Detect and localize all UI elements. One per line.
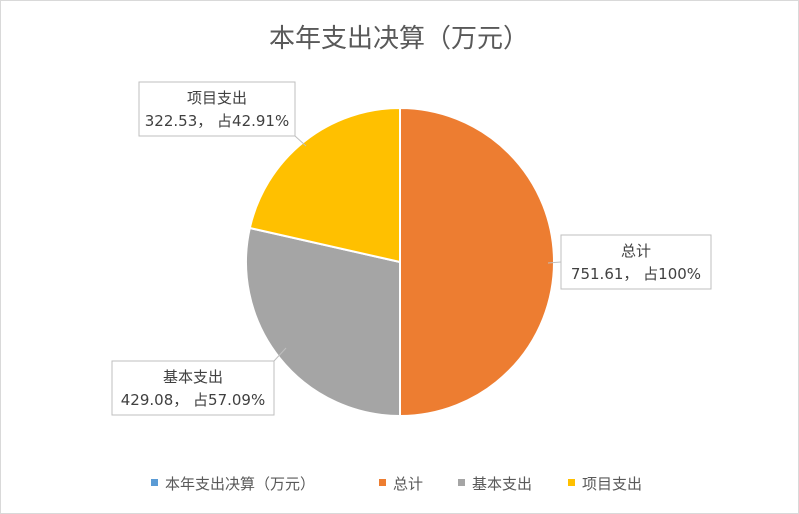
data-labels-layer: 总计 751.61， 占100% 基本支出 429.08， 占57.09% 项目支出 32… [111,81,712,416]
data-label-value: 322.53， 占42.91% [145,112,289,130]
leader-line [273,347,287,362]
legend-swatch [568,479,575,486]
legend-swatch [379,479,386,486]
legend-label: 总计 [393,475,423,493]
legend-item-3: 基本支出 [458,475,532,493]
chart-title: 本年支出决算（万元） [269,24,529,54]
legend: 本年支出决算（万元） 总计 基本支出 项目支出 [151,475,642,493]
data-label-3: 项目支出 322.53， 占42.91% [138,81,307,147]
leader-line [294,135,307,147]
data-label-1: 总计 751.61， 占100% [547,234,712,290]
data-label-2: 基本支出 429.08， 占57.09% [111,347,287,416]
pie-slice-2 [245,226,401,418]
legend-item-1: 本年支出决算（万元） [151,475,315,493]
legend-swatch [458,479,465,486]
data-label-box [138,81,296,137]
data-label-category: 总计 [621,242,651,260]
legend-label: 本年支出决算（万元） [165,475,315,493]
legend-label: 项目支出 [582,475,642,493]
data-label-category: 项目支出 [187,89,247,107]
data-label-category: 基本支出 [163,368,223,386]
data-label-value: 429.08， 占57.09% [121,391,265,409]
data-label-value: 751.61， 占100% [571,265,701,283]
data-label-box [560,234,712,290]
legend-item-4: 项目支出 [568,475,642,493]
legend-item-2: 总计 [379,475,423,493]
pie-slice-3 [248,106,401,264]
pie-slice-1 [399,106,555,418]
leader-line [547,261,562,264]
data-label-box [111,360,275,416]
legend-swatch [151,479,158,486]
legend-label: 基本支出 [472,475,532,493]
slices-layer [245,106,555,418]
